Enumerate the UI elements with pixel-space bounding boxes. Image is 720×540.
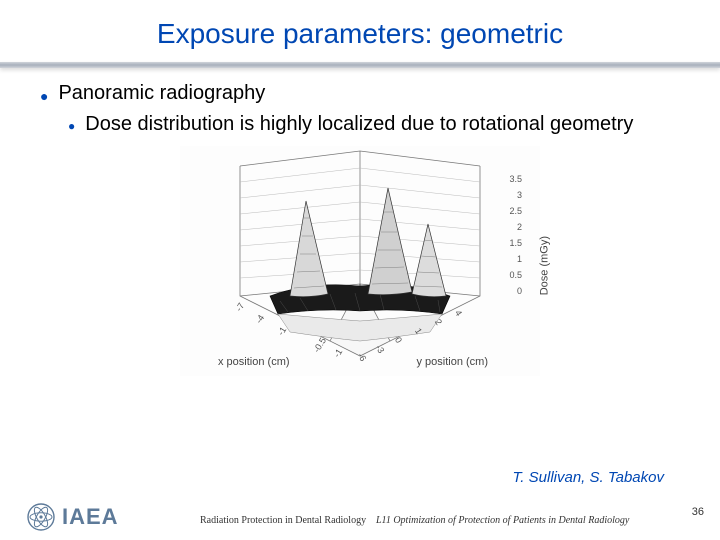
- dose-peak-left: [290, 201, 328, 297]
- z-axis-label: Dose (mGy): [538, 236, 550, 295]
- bullet-dot-icon: ●: [68, 118, 75, 134]
- dose-peak-center: [368, 188, 412, 295]
- z-tick: 3: [517, 190, 522, 200]
- bullet-l2-text: Dose distribution is highly localized du…: [85, 111, 633, 138]
- iaea-logo: IAEA: [26, 502, 119, 532]
- z-tick: 0: [517, 286, 522, 296]
- z-tick: 1.5: [509, 238, 522, 248]
- slide-footer: IAEA Radiation Protection in Dental Radi…: [0, 494, 720, 540]
- bullet-level-1: ● Panoramic radiography: [40, 82, 680, 105]
- slide: Exposure parameters: geometric ● Panoram…: [0, 0, 720, 540]
- dose-peak-right: [412, 224, 446, 297]
- bullet-level-2: ● Dose distribution is highly localized …: [68, 111, 680, 138]
- surface-plot-svg: [180, 146, 540, 376]
- z-tick: 0.5: [509, 270, 522, 280]
- atom-icon: [26, 502, 56, 532]
- figure-credit: T. Sullivan, S. Tabakov: [513, 469, 664, 486]
- bullet-dot-icon: ●: [40, 88, 48, 104]
- content-area: ● Panoramic radiography ● Dose distribut…: [0, 68, 720, 376]
- footer-right-text: L11 Optimization of Protection of Patien…: [376, 515, 629, 526]
- footer-left-text: Radiation Protection in Dental Radiology: [200, 515, 366, 526]
- z-tick: 3.5: [509, 174, 522, 184]
- y-axis-label: y position (cm): [416, 356, 488, 368]
- z-tick: 2.5: [509, 206, 522, 216]
- x-axis-label: x position (cm): [218, 356, 290, 368]
- slide-title: Exposure parameters: geometric: [0, 0, 720, 62]
- dose-3d-surface-figure: 3.5 3 2.5 2 1.5 1 0.5 0 -7 -4 -1 -0.5 -1…: [180, 146, 540, 376]
- z-tick: 2: [517, 222, 522, 232]
- figure-container: 3.5 3 2.5 2 1.5 1 0.5 0 -7 -4 -1 -0.5 -1…: [40, 146, 680, 376]
- page-number: 36: [692, 506, 704, 518]
- bullet-l1-text: Panoramic radiography: [58, 82, 265, 105]
- z-tick: 1: [517, 254, 522, 264]
- org-name: IAEA: [62, 504, 119, 530]
